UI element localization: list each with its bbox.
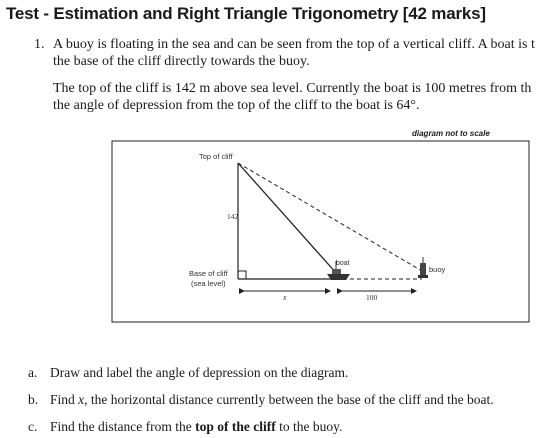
boat-icon [327,261,350,280]
base-of-cliff-label: Base of cliff [189,269,229,278]
right-angle-mark [238,270,247,279]
part-a-letter: a. [28,365,38,380]
test-title: Test - Estimation and Right Triangle Tri… [6,4,486,23]
top-of-cliff-label: Top of cliff [199,152,234,161]
buoy-label: buoy [429,265,446,274]
part-b-letter: b. [28,392,39,407]
question-number: 1. [34,37,45,52]
part-b-text: Find x, the horizontal distance currentl… [50,392,494,408]
diagram-frame [111,140,530,323]
diagram-scale-note: diagram not to scale [412,129,490,138]
sightline-to-boat [237,162,338,275]
part-c-emphasis: top of the cliff [195,419,276,434]
sea-level-label: (sea level) [191,279,226,288]
x-label: x [282,293,287,302]
distance-label: 100 [366,293,378,302]
height-label: 142 [227,212,239,221]
question-line-3: The top of the cliff is 142 m above sea … [53,81,532,96]
question-line-4: the angle of depression from the top of … [53,98,420,113]
boat-label: boat [336,260,350,267]
part-a-text: Draw and label the angle of depression o… [50,365,349,380]
part-b-text-after: , the horizontal distance currently betw… [84,392,494,407]
buoy-icon [418,257,428,278]
part-c-text-before: Find the distance from the [50,419,196,434]
sightline-to-buoy [237,162,423,272]
part-c-text-after: to the buoy. [275,419,343,434]
part-b-variable: x [78,392,85,407]
question-line-1: A buoy is floating in the sea and can be… [53,37,535,52]
question-line-2: the base of the cliff directly towards t… [53,54,310,69]
part-c-text: Find the distance from the top of the cl… [50,419,342,435]
part-c-letter: c. [28,419,38,434]
part-b-text-before: Find [50,392,79,407]
